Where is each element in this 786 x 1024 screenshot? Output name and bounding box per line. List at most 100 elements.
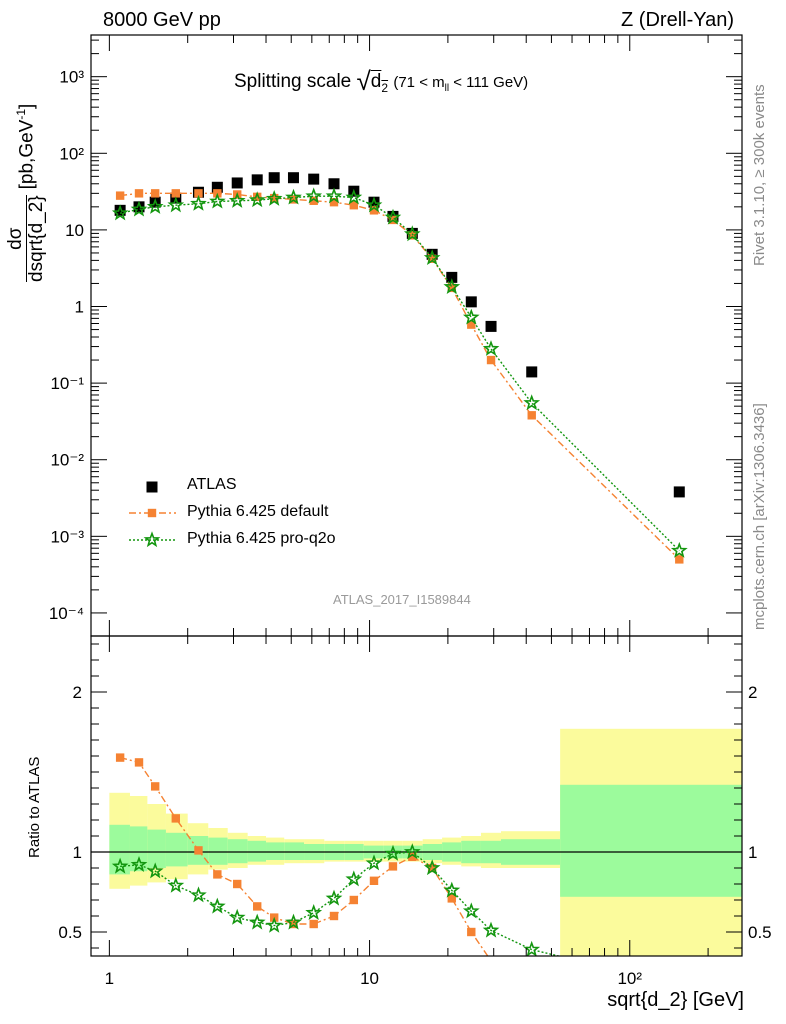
ratio-point <box>523 940 541 956</box>
data-point <box>345 188 363 205</box>
data-point <box>426 248 438 260</box>
ratio-panel: 1 10 10² 0.5 0.5 1 1 2 2 <box>58 635 772 988</box>
ratio-y-tick-label: 1 <box>73 843 82 862</box>
data-point <box>308 173 320 185</box>
legend-marker <box>146 481 158 493</box>
ratio-point <box>285 913 302 930</box>
ratio-series-0 <box>115 753 489 956</box>
y-axis-label-numerator: dσ <box>5 227 26 250</box>
band-inner <box>208 837 228 865</box>
data-point <box>268 172 280 184</box>
band-inner <box>247 840 267 862</box>
data-point <box>265 190 283 206</box>
x-tick-label: 10² <box>617 969 642 988</box>
ratio-y-tick-label-right: 2 <box>748 683 757 702</box>
ratio-point <box>194 846 203 855</box>
ratio-point <box>213 870 222 879</box>
sqrt-argument: d2 <box>370 71 389 95</box>
ratio-point <box>115 753 125 762</box>
data-point <box>287 172 299 184</box>
data-point <box>527 411 536 420</box>
legend <box>129 481 176 548</box>
data-point <box>482 340 500 356</box>
data-point <box>115 191 125 200</box>
rivet-version-label: Rivet 3.1.10, ≥ 300k events <box>751 84 768 266</box>
data-point <box>134 189 144 198</box>
ratio-y-tick-label: 0.5 <box>58 923 82 942</box>
ratio-point <box>309 919 318 929</box>
data-point <box>190 194 207 211</box>
data-point <box>194 189 203 198</box>
y-tick-label: 1 <box>75 298 84 317</box>
ratio-point <box>345 870 363 887</box>
y-tick-label: 10⁻¹ <box>50 374 84 393</box>
x-tick-label: 1 <box>105 969 114 988</box>
data-point <box>462 308 480 325</box>
series-line <box>119 195 680 552</box>
header-process-label: Z (Drell-Yan) <box>621 9 734 31</box>
ratio-point <box>167 876 185 893</box>
legend-marker <box>147 508 157 518</box>
ratio-line <box>120 851 562 956</box>
ratio-point <box>171 814 180 823</box>
band-inner <box>147 829 166 868</box>
data-point <box>228 192 246 208</box>
ratio-point <box>111 857 129 874</box>
data-point <box>369 206 379 215</box>
y-tick-label: 10⁻² <box>50 451 84 470</box>
data-point <box>305 187 323 204</box>
band-inner <box>284 842 305 860</box>
ratio-point <box>130 856 148 872</box>
legend-label-pythia-proq2o: Pythia 6.425 pro-q2o <box>187 530 336 547</box>
data-point <box>251 174 263 186</box>
data-point <box>248 191 266 208</box>
legend-label-atlas: ATLAS <box>187 476 237 493</box>
data-point <box>349 201 359 210</box>
ratio-point <box>150 782 160 791</box>
ratio-point <box>443 881 461 898</box>
ratio-point <box>209 897 226 914</box>
ratio-y-axis-label: Ratio to ATLAS <box>26 756 43 858</box>
y-axis-label-unit: [pb,GeV-1] <box>14 103 38 190</box>
ratio-point <box>134 758 144 767</box>
data-point <box>365 196 383 213</box>
ratio-point <box>423 859 441 876</box>
ratio-y-tick-label-right: 1 <box>748 843 757 862</box>
y-tick-label: 10³ <box>59 68 84 87</box>
data-point <box>467 320 476 329</box>
data-point <box>523 394 541 411</box>
y-tick-label: 10⁻³ <box>50 527 84 546</box>
data-point <box>328 178 340 190</box>
data-point <box>114 204 126 216</box>
chart-title-main: Splitting scale <box>234 71 352 92</box>
y-axis-label: dσ dsqrt{d_2} [pb,GeV-1] <box>5 42 47 282</box>
data-point <box>211 181 223 193</box>
data-point <box>329 197 339 207</box>
data-point <box>485 320 497 332</box>
ratio-point <box>248 913 266 930</box>
ratio-point <box>467 927 476 937</box>
data-point <box>384 208 402 225</box>
y-axis-label-denominator: dsqrt{d_2} <box>26 195 47 282</box>
data-point <box>209 192 226 209</box>
ratio-point <box>228 908 246 925</box>
data-point <box>443 278 461 295</box>
data-point <box>408 231 417 240</box>
y-tick-label: 10² <box>59 144 84 163</box>
band-inner <box>165 832 188 867</box>
ratio-point <box>462 902 480 919</box>
ratio-series-1 <box>111 843 562 956</box>
ratio-point <box>403 843 421 860</box>
data-point <box>130 200 148 217</box>
band-inner <box>266 842 285 860</box>
ratio-point <box>482 921 500 938</box>
data-point <box>368 196 380 208</box>
legend-marker <box>143 531 161 548</box>
data-point <box>167 196 185 213</box>
x-tick-label: 10 <box>360 969 379 988</box>
ratio-point <box>384 844 402 861</box>
series-0 <box>114 172 685 498</box>
ratio-point <box>253 902 262 911</box>
data-point <box>253 192 262 202</box>
